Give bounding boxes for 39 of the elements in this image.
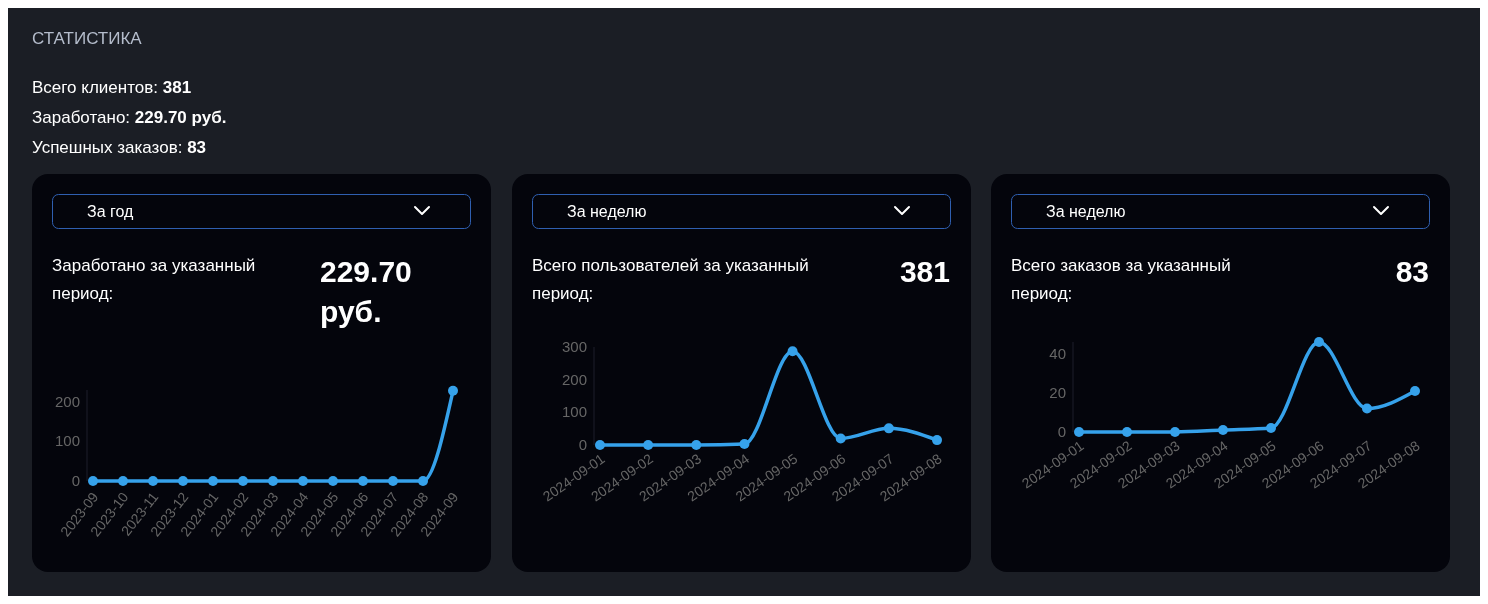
point: [643, 440, 654, 450]
point: [1266, 423, 1276, 434]
y-tick-label: 300: [561, 338, 587, 355]
y-tick-label: 0: [71, 472, 80, 489]
point: [1122, 427, 1132, 437]
y-tick-label: 40: [1049, 344, 1066, 362]
y-tick-label: 100: [54, 432, 80, 450]
chart-title: Заработано за указанный период:: [52, 256, 256, 303]
text: СТАТИСТИКА: [32, 29, 143, 48]
y-tick-label: 100: [561, 403, 587, 421]
point: [1362, 403, 1372, 414]
point: [932, 435, 942, 446]
text: Всего клиентов: 381: [32, 78, 192, 97]
y-tick-label: 200: [561, 370, 587, 388]
chart-title: Всего пользователей за указанный период:: [532, 256, 809, 303]
text: За неделю: [1046, 203, 1126, 220]
point: [691, 440, 702, 450]
chart-title: Всего заказов за указанный период:: [1011, 256, 1231, 303]
chart-subtitle: 83: [1395, 255, 1429, 288]
point: [1074, 427, 1084, 437]
point: [739, 439, 750, 450]
chart-subtitle: 229.70 руб.: [320, 255, 412, 328]
point: [835, 433, 846, 444]
text: За год: [87, 203, 135, 220]
y-tick-label: 0: [1057, 423, 1066, 440]
point: [1410, 385, 1420, 396]
text: Успешных заказов: 83: [32, 138, 207, 157]
y-tick-label: 20: [1049, 383, 1066, 401]
point: [787, 346, 798, 357]
chart-subtitle: 381: [899, 255, 950, 288]
text: Заработано: 229.70 руб.: [32, 108, 227, 127]
point: [883, 423, 894, 434]
point: [1314, 337, 1324, 347]
point: [1218, 425, 1228, 436]
y-tick-label: 200: [54, 392, 80, 410]
point: [595, 440, 605, 450]
point: [1170, 427, 1180, 437]
text: За неделю: [567, 203, 647, 220]
y-tick-label: 0: [578, 436, 587, 453]
